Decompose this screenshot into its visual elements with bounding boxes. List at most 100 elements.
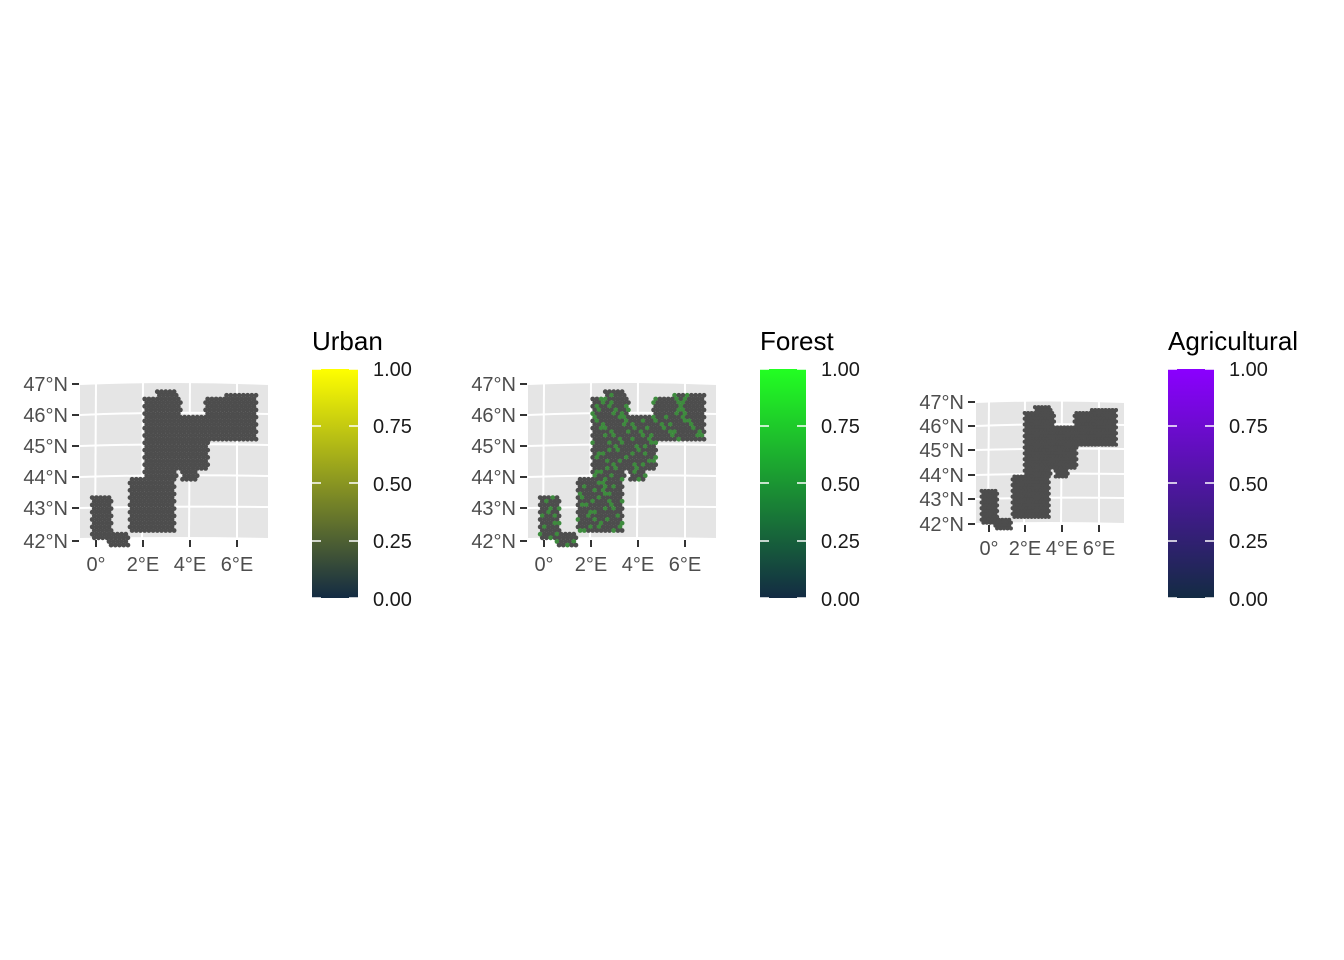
hex-cell [152,429,158,435]
hex-cell [615,462,621,468]
hex-cell [150,498,156,504]
hex-cell [142,476,148,482]
hex-cell [251,396,257,402]
hex-cell [148,480,154,486]
hex-cell [146,506,152,511]
hex-cell [144,458,150,464]
hex-cell [647,466,652,471]
hex-cell [581,476,587,482]
hex-cell [600,473,606,479]
hex-cell [154,462,160,468]
hex-cell [175,418,181,424]
hex-cell [127,517,133,522]
hex-cell [682,403,688,409]
hex-cell [247,418,253,424]
hex-cell [163,484,169,490]
hex-cell [596,517,602,522]
hex-cell [577,513,583,519]
hex-cell [596,436,602,442]
legend-urban: Urban 1.00 0.75 0.50 0.25 0.00 [312,326,412,611]
hex-cell [89,509,95,515]
hex-cell [630,444,635,449]
hex-cell [125,535,131,541]
hex-cell [167,469,173,475]
hexagon-cells [537,389,707,548]
hex-cell [238,403,244,409]
hex-cell [546,524,551,530]
hex-cell [634,466,640,471]
hex-cell [691,418,696,424]
hex-cell [537,495,543,500]
hex-cell [199,444,204,449]
hex-cell [661,425,667,431]
hex-cell [142,484,148,490]
hex-cell [655,400,661,405]
hex-cell [579,509,585,515]
hex-cell [159,418,164,424]
hex-cell [230,425,236,431]
hex-cell [213,418,219,424]
hex-cell [136,487,141,493]
hex-cell [222,411,227,416]
hex-cell [142,498,148,504]
hex-cell [184,433,190,438]
hex-cell [161,473,167,479]
hex-cell [605,487,610,493]
hex-cell [651,466,656,471]
hex-cell [146,462,152,468]
hex-cell [236,392,242,398]
hex-cell [1093,442,1098,447]
hex-cell [207,400,213,405]
hex-cell [104,498,110,504]
hex-cell [594,403,600,409]
hex-cell [617,466,623,471]
hex-cell [102,509,108,515]
hex-cell [129,520,135,526]
hex-cell [249,414,255,420]
hex-cell [133,491,139,497]
hex-cell [600,509,606,515]
hex-cell [695,411,701,416]
hex-cell [634,458,640,464]
hex-cell [651,451,656,457]
hex-cell [619,498,625,504]
hex-cell [241,400,246,405]
hex-cell [150,506,156,511]
hex-cell [213,433,219,438]
hex-cell [171,520,177,526]
hex-cell [251,433,257,438]
legend-tick-label: 0.75 [821,416,860,438]
hex-cell [142,462,148,468]
hex-cell [157,480,162,486]
hex-cell [605,400,610,405]
hex-cell [154,506,160,511]
hex-cell [234,396,240,402]
hex-cell [175,403,181,409]
hex-cell [1005,526,1010,531]
hex-cell [689,407,694,413]
hex-cell [684,407,690,413]
hex-cell [148,473,154,479]
hex-cell [169,480,175,486]
hex-cell [619,506,625,511]
hex-cell [140,517,146,522]
hex-cell [579,517,585,522]
hex-cell [163,528,169,533]
hex-cell [642,451,648,457]
hex-cell [203,451,209,457]
hex-cell [554,509,560,515]
hex-cell [224,436,230,442]
hex-cell [602,447,608,453]
hex-cell [236,407,242,413]
hex-cell [205,411,211,416]
hex-cell [659,400,665,405]
hex-cell [178,407,183,413]
hex-cell [169,524,175,530]
hex-cell [571,539,577,544]
hex-cell [192,455,198,460]
hex-cell [689,422,694,427]
hex-cell [663,422,669,427]
hex-cell [228,407,234,413]
hex-cell [590,425,596,431]
hex-cell [670,403,675,409]
